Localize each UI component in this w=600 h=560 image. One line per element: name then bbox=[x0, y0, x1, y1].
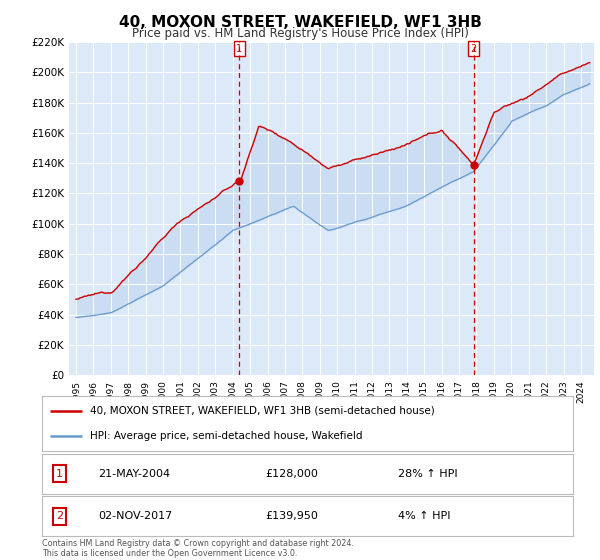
Text: 02-NOV-2017: 02-NOV-2017 bbox=[98, 511, 172, 521]
Text: £139,950: £139,950 bbox=[265, 511, 318, 521]
Text: £128,000: £128,000 bbox=[265, 469, 318, 479]
Text: Contains HM Land Registry data © Crown copyright and database right 2024.
This d: Contains HM Land Registry data © Crown c… bbox=[42, 539, 354, 558]
Text: 2: 2 bbox=[470, 44, 477, 54]
Text: 21-MAY-2004: 21-MAY-2004 bbox=[98, 469, 170, 479]
Text: 28% ↑ HPI: 28% ↑ HPI bbox=[398, 469, 457, 479]
Text: 40, MOXON STREET, WAKEFIELD, WF1 3HB (semi-detached house): 40, MOXON STREET, WAKEFIELD, WF1 3HB (se… bbox=[90, 406, 434, 416]
Text: 1: 1 bbox=[56, 469, 63, 479]
Text: 2: 2 bbox=[56, 511, 63, 521]
Text: Price paid vs. HM Land Registry's House Price Index (HPI): Price paid vs. HM Land Registry's House … bbox=[131, 27, 469, 40]
Text: 40, MOXON STREET, WAKEFIELD, WF1 3HB: 40, MOXON STREET, WAKEFIELD, WF1 3HB bbox=[119, 15, 481, 30]
Text: 4% ↑ HPI: 4% ↑ HPI bbox=[398, 511, 450, 521]
Text: HPI: Average price, semi-detached house, Wakefield: HPI: Average price, semi-detached house,… bbox=[90, 431, 362, 441]
Text: 1: 1 bbox=[236, 44, 242, 54]
